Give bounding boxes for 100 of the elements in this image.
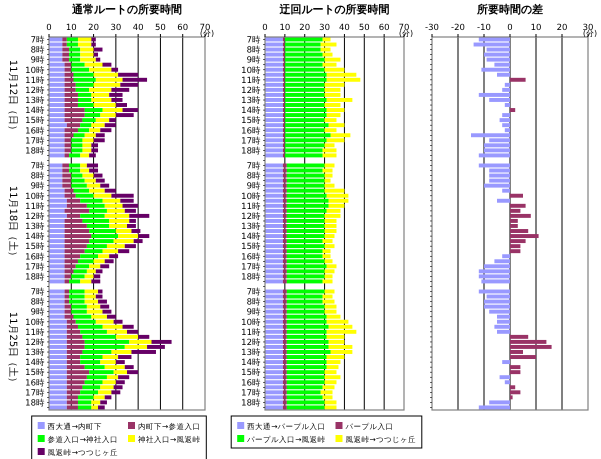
y-tick-label: 9時 xyxy=(246,54,261,66)
x-tick-label: 60 xyxy=(378,23,390,33)
x-tick-label: 0 xyxy=(262,23,268,33)
x-tick-label: 50 xyxy=(358,23,370,33)
y-tick-label: 14時 xyxy=(241,357,261,368)
y-tick-label: 14時 xyxy=(241,105,261,116)
y-tick-label: 16時 xyxy=(25,125,45,136)
y-tick-label: 17時 xyxy=(25,387,45,398)
y-tick-label: 13時 xyxy=(241,221,261,232)
y-tick-label: 9時 xyxy=(30,306,45,318)
x-tick-label: 50 xyxy=(155,23,166,33)
y-tick-label: 8時 xyxy=(246,44,261,56)
y-tick-label: 18時 xyxy=(241,397,261,408)
y-tick-label: 12時 xyxy=(25,210,45,222)
x-tick-label: 20 xyxy=(556,23,568,33)
y-tick-label: 13時 xyxy=(241,95,261,106)
y-tick-label: 10時 xyxy=(25,190,45,202)
y-tick-label: 9時 xyxy=(246,180,261,192)
x-tick-label: 0 xyxy=(507,23,513,33)
y-tick-label: 13時 xyxy=(241,347,261,358)
y-tick-label: 8時 xyxy=(30,170,45,182)
y-tick-label: 18時 xyxy=(241,145,261,156)
y-tick-label: 15時 xyxy=(241,367,261,378)
y-tick-label: 16時 xyxy=(241,125,261,136)
y-tick-label: 10時 xyxy=(25,316,45,328)
x-tick-label: 10 xyxy=(530,23,542,33)
y-tick-label: 16時 xyxy=(241,377,261,388)
text: 11月25日（土） xyxy=(7,312,19,388)
y-tick-label: 14時 xyxy=(25,357,45,368)
y-tick-label: 7時 xyxy=(30,286,45,298)
bar xyxy=(502,360,510,364)
bar xyxy=(510,78,526,82)
y-tick-label: 12時 xyxy=(25,84,45,96)
y-tick-label: 17時 xyxy=(241,387,261,398)
y-tick-label: 12時 xyxy=(25,336,45,348)
y-tick-label: 12時 xyxy=(241,210,261,222)
bar xyxy=(138,334,150,339)
y-tick-label: 15時 xyxy=(25,115,45,126)
y-tick-label: 11時 xyxy=(25,326,45,338)
x-tick-label: 0 xyxy=(46,23,52,33)
y-tick-label: 11時 xyxy=(25,200,45,212)
y-tick-label: 7時 xyxy=(30,160,45,172)
y-tick-label: 18時 xyxy=(25,145,45,156)
y-tick-label: 12時 xyxy=(241,336,261,348)
x-tick-label: 20 xyxy=(299,23,310,33)
y-tick-label: 13時 xyxy=(25,221,45,232)
y-tick-label: 17時 xyxy=(25,261,45,272)
y-tick-label: 16時 xyxy=(25,251,45,262)
y-tick-label: 13時 xyxy=(25,95,45,106)
x-tick-label: -10 xyxy=(477,23,491,33)
y-tick-label: 7時 xyxy=(246,34,261,46)
bar xyxy=(111,68,118,72)
y-tick-label: 17時 xyxy=(241,135,261,146)
x-tick-label: 20 xyxy=(88,23,99,33)
y-tick-label: 10時 xyxy=(241,64,261,76)
x-tick-label: 10 xyxy=(66,23,77,33)
y-tick-label: 14時 xyxy=(241,231,261,242)
y-tick-label: 11時 xyxy=(25,74,45,86)
x-tick-label: -30 xyxy=(425,23,439,33)
bar xyxy=(510,108,516,112)
chart-title: 所要時間の差 xyxy=(476,3,543,16)
y-tick-label: 13時 xyxy=(25,347,45,358)
x-tick-label: 40 xyxy=(132,23,144,33)
y-tick-label: 18時 xyxy=(25,397,45,408)
y-tick-label: 7時 xyxy=(246,286,261,298)
bar xyxy=(102,62,112,67)
y-tick-label: 14時 xyxy=(25,231,45,242)
y-tick-label: 9時 xyxy=(246,306,261,318)
y-tick-label: 8時 xyxy=(246,296,261,308)
x-tick-label: 30 xyxy=(110,23,122,33)
y-tick-label: 15時 xyxy=(241,241,261,252)
y-tick-label: 7時 xyxy=(30,34,45,46)
x-tick-label: -20 xyxy=(451,23,465,33)
y-tick-label: 8時 xyxy=(30,296,45,308)
y-tick-label: 15時 xyxy=(25,241,45,252)
chart-title: 通常ルートの所要時間 xyxy=(71,3,182,16)
y-tick-label: 7時 xyxy=(246,160,261,172)
y-tick-label: 11時 xyxy=(241,200,261,212)
y-tick-label: 18時 xyxy=(25,271,45,282)
y-tick-label: 18時 xyxy=(241,271,261,282)
y-tick-label: 11時 xyxy=(241,326,261,338)
x-tick-label: 30 xyxy=(319,23,330,33)
y-tick-label: 8時 xyxy=(30,44,45,56)
x-tick-label: 10 xyxy=(279,23,290,33)
y-tick-label: 9時 xyxy=(30,180,45,192)
text: 11月18日（土） xyxy=(7,186,19,262)
text: 11月12日（日） xyxy=(7,60,18,136)
y-tick-label: 17時 xyxy=(25,135,45,146)
y-tick-label: 10時 xyxy=(25,64,45,76)
y-tick-label: 10時 xyxy=(241,190,261,202)
y-tick-label: 15時 xyxy=(25,367,45,378)
y-tick-label: 16時 xyxy=(241,251,261,262)
y-tick-label: 17時 xyxy=(241,261,261,272)
x-tick-label: 60 xyxy=(177,23,188,33)
y-tick-label: 12時 xyxy=(241,84,261,96)
y-tick-label: 14時 xyxy=(25,105,45,116)
chart-title: 迂回ルートの所要時間 xyxy=(278,3,390,16)
y-tick-label: 15時 xyxy=(241,115,261,126)
y-tick-label: 9時 xyxy=(30,54,45,66)
y-tick-label: 10時 xyxy=(241,316,261,328)
